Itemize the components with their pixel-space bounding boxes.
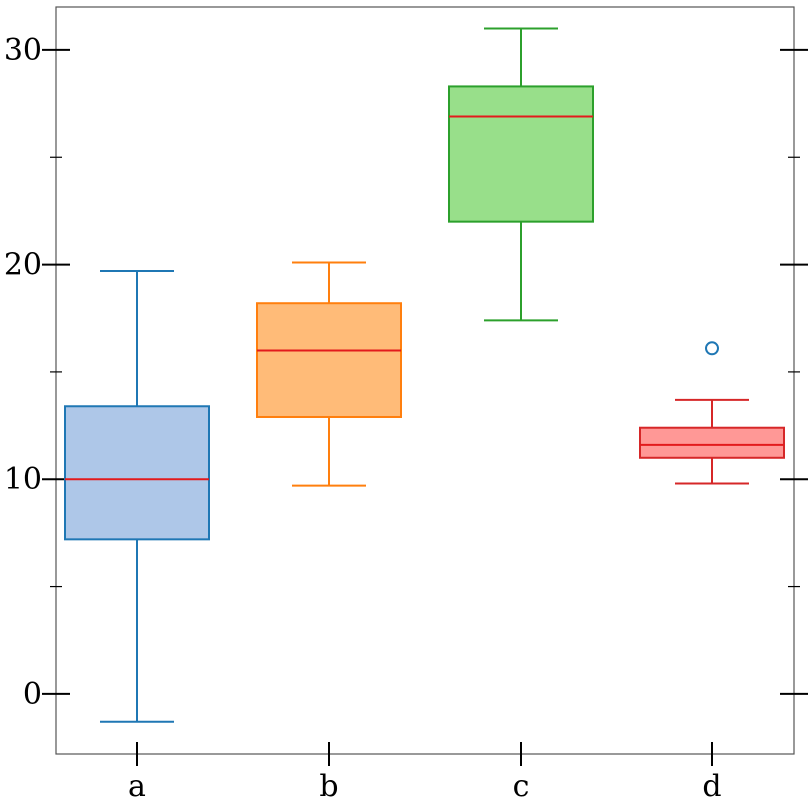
plot-frame (55, 6, 795, 755)
y-tick-label: 10 (4, 462, 42, 497)
iqr-box (639, 426, 785, 459)
box-d (639, 341, 785, 485)
box-a (64, 270, 210, 723)
box-c (448, 27, 594, 322)
iqr-box (64, 405, 210, 541)
y-tick-label: 20 (4, 248, 42, 283)
y-tick-label: 0 (23, 677, 42, 712)
iqr-box (448, 85, 594, 223)
box-series (64, 27, 785, 723)
x-tick-label: a (128, 769, 146, 804)
axis-ticks (42, 48, 808, 766)
iqr-box (256, 302, 402, 418)
x-tick-label: b (319, 769, 338, 804)
y-tick-label: 30 (4, 33, 42, 68)
x-tick-label: d (702, 769, 721, 804)
x-tick-label: c (513, 769, 530, 804)
outlier-point (705, 341, 719, 356)
box-b (256, 261, 402, 487)
tick-labels: 0 10 20 30 a b c d (4, 33, 722, 804)
